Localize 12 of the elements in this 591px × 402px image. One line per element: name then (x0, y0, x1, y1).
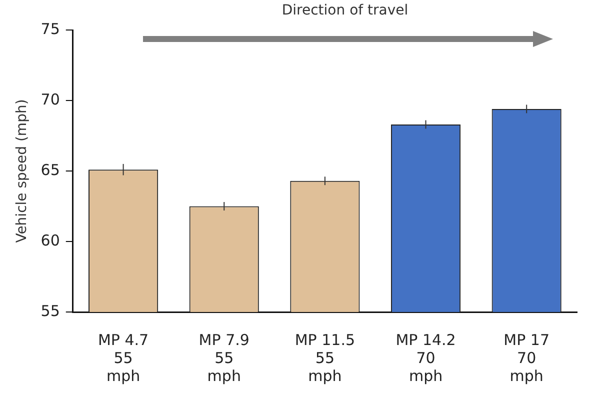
x-tick-label: MP 14.2 70 mph (396, 330, 456, 385)
text: Direction of travel (282, 2, 408, 19)
x-tick-label: MP 7.9 55 mph (198, 330, 250, 385)
x-tick-label: MP 4.7 55 mph (98, 330, 149, 385)
x-tick-label: MP 17 70 mph (504, 330, 550, 385)
y-tick-label: 75 (40, 20, 60, 38)
y-tick-label: 60 (40, 231, 60, 250)
y-tick-label: 70 (40, 90, 60, 108)
y-tick-label: 65 (40, 160, 60, 179)
y-tick-label: 55 (40, 302, 60, 320)
x-tick-label: MP 11.5 55 mph (294, 330, 356, 385)
y-axis-title: Vehicle speed (mph) (14, 99, 30, 243)
